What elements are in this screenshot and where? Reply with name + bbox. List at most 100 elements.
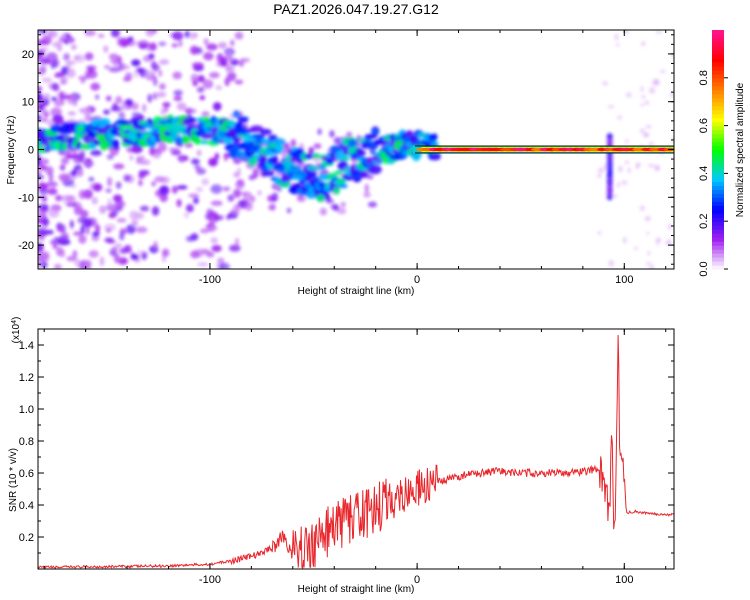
colorbar-cell (712, 201, 724, 206)
noise-blob (234, 79, 244, 85)
ridge-blob (260, 155, 267, 164)
noise-blob (138, 179, 143, 187)
noise-blob (110, 30, 120, 38)
colorbar-cell (712, 145, 724, 151)
noise-blob (227, 194, 235, 202)
spectrogram-y-axis-label: Frequency (Hz) (6, 116, 17, 185)
noise-blob (77, 216, 87, 224)
noise-blob (366, 174, 374, 180)
noise-blob (70, 170, 77, 177)
noise-blob (157, 142, 167, 153)
snr-line (38, 334, 674, 569)
noise-blob (597, 167, 605, 174)
noise-blob (40, 58, 48, 66)
ridge-blob (358, 171, 369, 179)
colorbar-cell (712, 229, 724, 234)
noise-blob (286, 207, 292, 214)
noise-blob (624, 30, 629, 36)
noise-blob (160, 176, 170, 184)
ridge-blob (333, 186, 340, 195)
noise-blob (53, 58, 60, 68)
colorbar-cell (712, 197, 724, 202)
colorbar-cell (712, 30, 724, 35)
noise-blob (66, 68, 76, 78)
noise-blob (363, 191, 371, 198)
ridge-blob (338, 183, 348, 189)
colorbar-cell (712, 113, 724, 119)
ridge-blob (267, 134, 278, 141)
noise-blob (66, 255, 78, 262)
x-tick-label: 0 (414, 274, 420, 286)
noise-blob (78, 234, 87, 244)
noise-blob (219, 56, 228, 66)
colorbar-cell (712, 137, 724, 143)
noise-blob (656, 166, 660, 170)
snr-multiplier-base: (x10 (11, 323, 22, 343)
noise-blob (108, 212, 117, 219)
noise-blob (108, 66, 121, 73)
colorbar-cell (712, 45, 724, 51)
noise-blob (206, 43, 218, 51)
y-tick-label: 1.4 (19, 340, 34, 352)
colorbar-tick-label: 0.0 (698, 261, 710, 276)
noise-blob (58, 173, 71, 182)
noise-blob (636, 162, 641, 168)
noise-blob (627, 167, 631, 174)
noise-blob (208, 71, 220, 79)
noise-blob (82, 161, 95, 167)
colorbar-cell (712, 129, 724, 135)
noise-blob (53, 263, 62, 269)
y-tick-label: 1.2 (19, 372, 34, 384)
noise-blob (50, 108, 61, 115)
ridge-blob (307, 165, 321, 171)
colorbar-cell (712, 125, 724, 131)
noise-blob (118, 111, 126, 121)
noise-blob (111, 246, 118, 252)
noise-blob (77, 168, 84, 177)
colorbar-cell (712, 165, 724, 171)
noise-blob (58, 236, 70, 246)
noise-blob (313, 143, 322, 149)
snr-multiplier-close: ) (11, 317, 22, 320)
noise-blob (105, 95, 112, 102)
noise-blob (52, 114, 64, 125)
noise-blob (45, 229, 54, 235)
noise-blob (184, 107, 194, 115)
noise-blob (214, 152, 220, 160)
ridge-blob (336, 177, 346, 185)
colorbar-ticks: 0.0 0.2 0.4 0.6 0.8 (698, 70, 728, 277)
noise-blob (145, 30, 155, 37)
noise-blob (608, 260, 615, 267)
noise-blob (105, 188, 112, 193)
noise-blob (652, 78, 660, 86)
noise-blob (147, 93, 153, 103)
noise-blob (622, 236, 627, 244)
noise-blob (70, 44, 77, 51)
colorbar-cell (712, 245, 724, 250)
noise-blob (290, 139, 297, 148)
noise-blob (172, 31, 184, 41)
noise-blob (88, 250, 99, 258)
noise-blob (319, 207, 327, 216)
noise-blob (210, 200, 223, 206)
ridge-blob (341, 155, 351, 161)
noise-blob (131, 59, 141, 67)
noise-blob (617, 115, 623, 120)
colorbar-cell (712, 93, 724, 99)
noise-blob (91, 231, 100, 237)
colorbar-tick-label: 0.6 (698, 118, 710, 133)
ridge-blob (324, 194, 331, 200)
ridge-blob (232, 112, 241, 117)
noise-blob (224, 77, 230, 87)
ridge-blob (316, 194, 325, 203)
noise-blob (103, 64, 111, 70)
noise-blob (134, 212, 145, 220)
noise-blob (54, 86, 60, 92)
noise-blob (47, 119, 55, 127)
noise-blob (45, 59, 51, 65)
noise-blob (158, 69, 163, 77)
noise-blob (59, 164, 66, 171)
y-tick-label: 0 (28, 145, 34, 157)
colorbar-cell (712, 241, 724, 246)
